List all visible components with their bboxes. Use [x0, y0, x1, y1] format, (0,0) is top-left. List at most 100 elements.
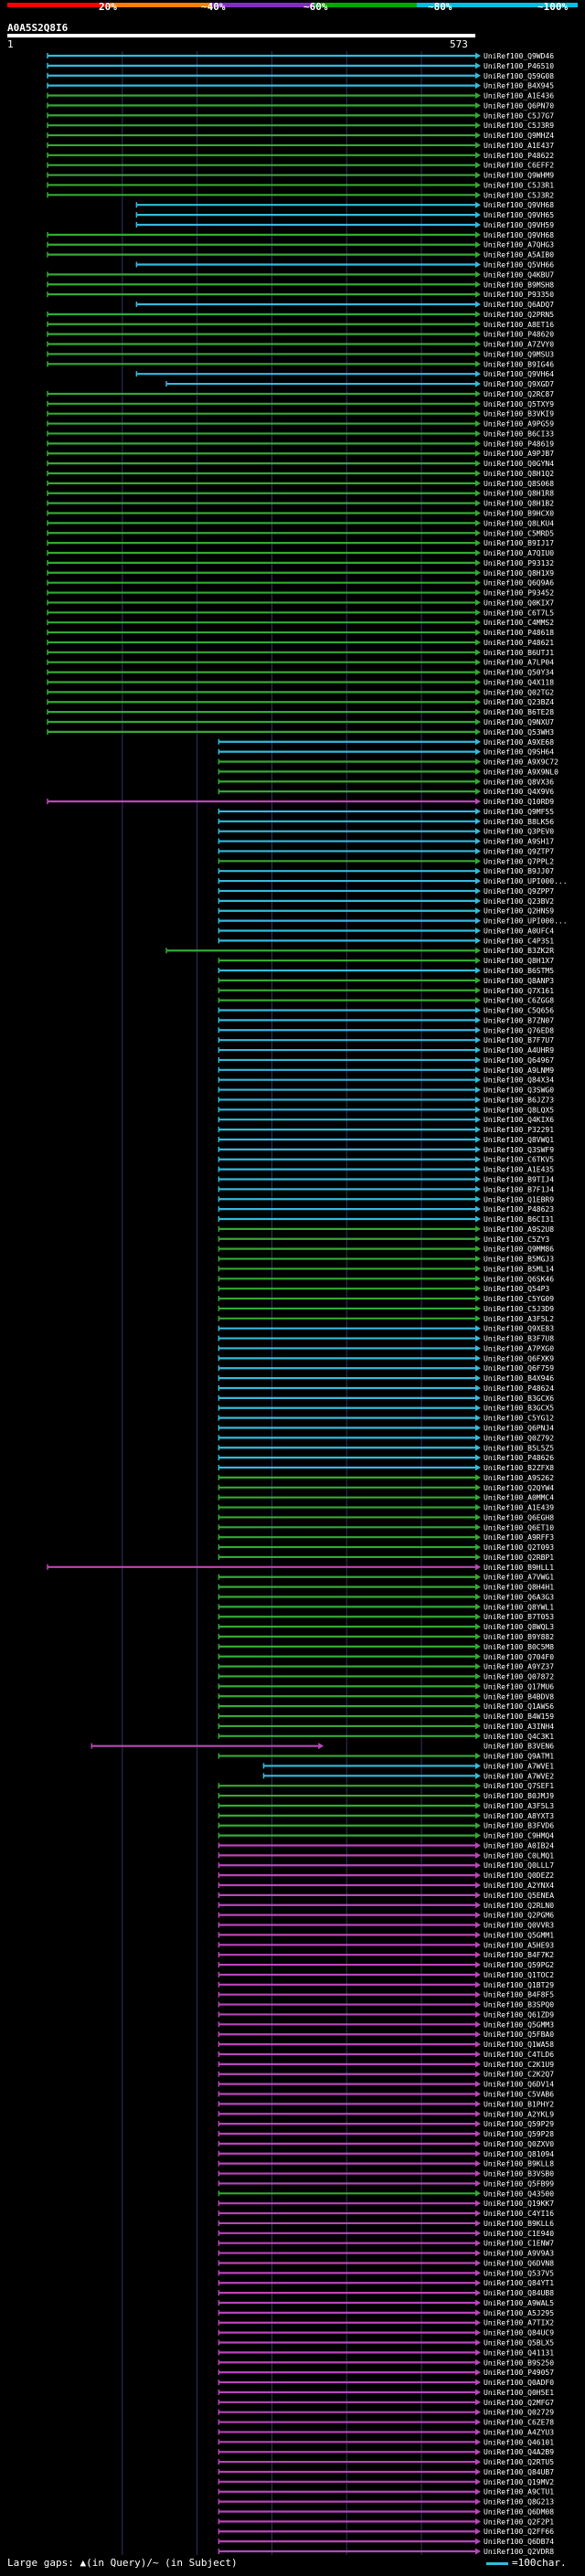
hit-row[interactable]: UniRef100_Q9XGD7	[165, 380, 554, 388]
hit-row[interactable]: UniRef100_B9IJ17	[47, 539, 554, 547]
hit-label[interactable]: UniRef100_B0JMJ9	[484, 1792, 554, 1800]
hit-label[interactable]: UniRef100_A7PXG0	[484, 1344, 554, 1352]
hit-row[interactable]: UniRef100_B8LK56	[218, 818, 554, 826]
hit-row[interactable]: UniRef100_UPI000...	[218, 877, 568, 885]
hit-label[interactable]: UniRef100_Q0DEZ2	[484, 1871, 554, 1880]
hit-row[interactable]: UniRef100_C4P3S1	[218, 937, 554, 945]
hit-row[interactable]: UniRef100_A7WVE1	[262, 1762, 554, 1770]
hit-label[interactable]: UniRef100_Q76ED8	[484, 1026, 554, 1034]
hit-row[interactable]: UniRef100_Q2VDR8	[218, 2548, 554, 2556]
hit-label[interactable]: UniRef100_A7VWG1	[484, 1574, 554, 1582]
hit-row[interactable]: UniRef100_Q9VH65	[135, 211, 554, 219]
hit-label[interactable]: UniRef100_A7QHG3	[484, 241, 554, 249]
hit-label[interactable]: UniRef100_P32291	[484, 1126, 554, 1134]
hit-row[interactable]: UniRef100_Q9SH64	[218, 748, 554, 757]
hit-label[interactable]: UniRef100_P48618	[484, 629, 554, 637]
hit-row[interactable]: UniRef100_Q2HNS9	[218, 907, 554, 916]
hit-label[interactable]: UniRef100_Q0ZXV0	[484, 2140, 554, 2148]
hit-label[interactable]: UniRef100_Q02TG2	[484, 688, 554, 696]
hit-label[interactable]: UniRef100_B3VKI9	[484, 410, 554, 419]
hit-label[interactable]: UniRef100_B4BDV8	[484, 1692, 554, 1701]
hit-row[interactable]: UniRef100_Q4X9V6	[218, 788, 554, 796]
hit-label[interactable]: UniRef100_B6UTJ1	[484, 649, 554, 657]
hit-row[interactable]: UniRef100_B4F8F5	[218, 1991, 554, 1999]
hit-row[interactable]: UniRef100_B3FVD6	[218, 1822, 554, 1830]
hit-row[interactable]: UniRef100_Q9XE83	[218, 1325, 554, 1333]
hit-row[interactable]: UniRef100_Q9ATM1	[218, 1753, 554, 1761]
hit-label[interactable]: UniRef100_A0UFC4	[484, 927, 554, 935]
hit-row[interactable]: UniRef100_B6CI33	[47, 429, 554, 438]
hit-row[interactable]: UniRef100_C2K2Q7	[218, 2071, 554, 2079]
hit-row[interactable]: UniRef100_Q9VH68	[47, 231, 554, 239]
hit-row[interactable]: UniRef100_A9SH17	[218, 838, 554, 846]
hit-row[interactable]: UniRef100_C5J3R1	[47, 181, 554, 189]
hit-row[interactable]: UniRef100_A3INH4	[218, 1723, 554, 1731]
hit-row[interactable]: UniRef100_A0MMC4	[218, 1494, 554, 1502]
hit-row[interactable]: UniRef100_P93452	[47, 589, 554, 598]
hit-row[interactable]: UniRef100_A2YKL9	[218, 2110, 554, 2118]
hit-row[interactable]: UniRef100_Q9ZTP7	[218, 847, 554, 855]
hit-row[interactable]: UniRef100_C5J3R2	[47, 191, 554, 199]
hit-row[interactable]: UniRef100_A7LP04	[47, 659, 554, 667]
hit-label[interactable]: UniRef100_Q7X161	[484, 987, 554, 995]
hit-row[interactable]: UniRef100_Q6A3G3	[218, 1593, 554, 1601]
hit-row[interactable]: UniRef100_Q23BZ4	[47, 698, 554, 706]
hit-label[interactable]: UniRef100_C5J3R9	[484, 122, 554, 130]
hit-label[interactable]: UniRef100_Q9MSU3	[484, 350, 554, 358]
hit-label[interactable]: UniRef100_Q1BT29	[484, 1981, 554, 1989]
hit-label[interactable]: UniRef100_A0MMC4	[484, 1494, 554, 1502]
hit-label[interactable]: UniRef100_Q0VVR3	[484, 1922, 554, 1930]
hit-row[interactable]: UniRef100_Q8LQX5	[218, 1106, 554, 1114]
hit-row[interactable]: UniRef100_B3GCX6	[218, 1394, 554, 1403]
hit-row[interactable]: UniRef100_A7QIU0	[47, 549, 554, 557]
hit-row[interactable]: UniRef100_Q2T093	[218, 1543, 554, 1552]
hit-row[interactable]: UniRef100_A0UFC4	[218, 927, 554, 935]
hit-label[interactable]: UniRef100_Q02729	[484, 2409, 554, 2417]
hit-row[interactable]: UniRef100_Q0KIX7	[47, 599, 554, 607]
hit-label[interactable]: UniRef100_Q6DV14	[484, 2081, 554, 2089]
hit-label[interactable]: UniRef100_B6CI31	[484, 1215, 554, 1224]
hit-label[interactable]: UniRef100_Q5ENEA	[484, 1892, 554, 1900]
hit-row[interactable]: UniRef100_A0IB24	[218, 1841, 554, 1850]
hit-label[interactable]: UniRef100_A9YZ37	[484, 1663, 554, 1671]
hit-label[interactable]: UniRef100_Q61ZD9	[484, 2010, 554, 2019]
hit-label[interactable]: UniRef100_Q3PEV0	[484, 828, 554, 836]
hit-row[interactable]: UniRef100_A7QHG3	[47, 241, 554, 249]
hit-label[interactable]: UniRef100_B5L5Z5	[484, 1444, 554, 1452]
hit-row[interactable]: UniRef100_B3GCX5	[218, 1405, 554, 1413]
hit-label[interactable]: UniRef100_P93452	[484, 589, 554, 598]
hit-row[interactable]: UniRef100_Q2PGM6	[218, 1912, 554, 1920]
hit-row[interactable]: UniRef100_C2K1U9	[218, 2061, 554, 2069]
hit-label[interactable]: UniRef100_A0IB24	[484, 1841, 554, 1850]
hit-row[interactable]: UniRef100_A2YNX4	[218, 1882, 554, 1890]
hit-label[interactable]: UniRef100_Q5VH66	[484, 260, 554, 269]
hit-label[interactable]: UniRef100_Q9MM86	[484, 1246, 554, 1254]
hit-row[interactable]: UniRef100_Q8H1X9	[47, 569, 554, 578]
hit-row[interactable]: UniRef100_Q43500	[218, 2189, 554, 2198]
hit-label[interactable]: UniRef100_Q0ADF0	[484, 2379, 554, 2387]
hit-label[interactable]: UniRef100_Q59PG2	[484, 1961, 554, 1969]
hit-row[interactable]: UniRef100_Q0H5E1	[218, 2389, 554, 2397]
hit-row[interactable]: UniRef100_Q2FF66	[218, 2528, 554, 2536]
hit-row[interactable]: UniRef100_C5J7G7	[47, 111, 554, 120]
hit-row[interactable]: UniRef100_A7ZVY0	[47, 341, 554, 349]
hit-label[interactable]: UniRef100_A9SH17	[484, 838, 554, 846]
hit-row[interactable]: UniRef100_Q0VVR3	[218, 1922, 554, 1930]
hit-row[interactable]: UniRef100_Q9WD46	[47, 52, 554, 60]
hit-label[interactable]: UniRef100_Q6Q9A6	[484, 579, 554, 588]
hit-row[interactable]: UniRef100_Q64967	[218, 1056, 554, 1065]
hit-label[interactable]: UniRef100_Q6SK46	[484, 1275, 554, 1283]
hit-label[interactable]: UniRef100_B9KLL6	[484, 2220, 554, 2228]
hit-row[interactable]: UniRef100_Q07872	[218, 1673, 554, 1681]
hit-row[interactable]: UniRef100_Q9MF55	[218, 808, 554, 816]
hit-label[interactable]: UniRef100_B6JZ73	[484, 1096, 554, 1104]
hit-row[interactable]: UniRef100_Q2RBP1	[218, 1553, 554, 1562]
hit-label[interactable]: UniRef100_A2YKL9	[484, 2110, 554, 2118]
hit-row[interactable]: UniRef100_Q3PEV0	[218, 828, 554, 836]
hit-row[interactable]: UniRef100_A8ET16	[47, 321, 554, 329]
hit-label[interactable]: UniRef100_Q7SEF1	[484, 1782, 554, 1790]
hit-row[interactable]: UniRef100_B7ZN07	[218, 1016, 554, 1024]
hit-label[interactable]: UniRef100_P49057	[484, 2369, 554, 2377]
hit-row[interactable]: UniRef100_Q59PG2	[218, 1961, 554, 1969]
hit-row[interactable]: UniRef100_A9V9A3	[218, 2250, 554, 2258]
